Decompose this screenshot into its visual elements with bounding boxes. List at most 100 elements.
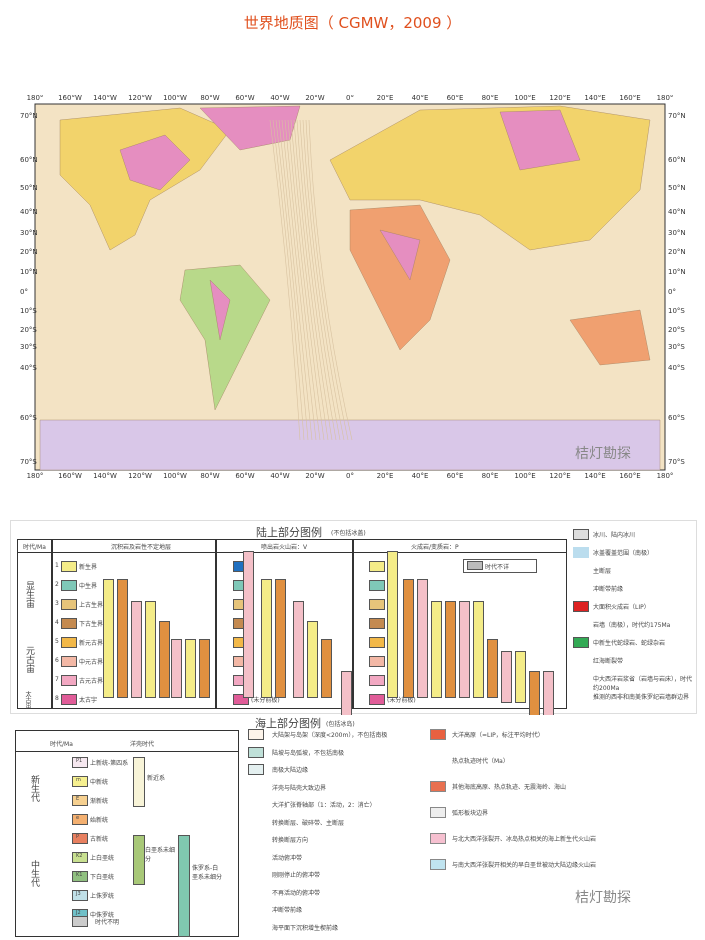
legend-symbol [430, 807, 446, 818]
lon-label: 160°E [619, 95, 640, 102]
lat-label: 40°N [668, 208, 686, 216]
legend-symbol [430, 833, 446, 844]
lon-label: 120°W [128, 95, 152, 102]
unit-label: 中生界 [79, 583, 98, 590]
lat-label: 30°S [668, 343, 685, 351]
era-label: 新生代 [29, 775, 39, 802]
legend-symbol [573, 583, 589, 594]
range-bar [131, 601, 142, 698]
unit-number: 8 [55, 695, 59, 702]
legend-item-label: 红海断裂带 [593, 658, 624, 665]
ridge-line [284, 119, 321, 441]
legend-item-label: 主断层 [593, 568, 612, 575]
unit-number: 4 [55, 619, 59, 626]
lon-label: 60°W [235, 95, 254, 102]
geologic-unit [119, 134, 191, 191]
lon-label: 40°E [412, 472, 429, 480]
lon-label: 180° [657, 472, 674, 480]
lon-label: 140°E [584, 472, 605, 480]
legend-item-label: 洋壳与陆壳大致边界 [272, 784, 327, 792]
watermark: 桔灯勘探 [575, 890, 631, 906]
legend-item-label: 中大西洋岩浆省（岩墙与岩床），时代约200Ma [593, 676, 693, 692]
unit-label: 新元古界 [79, 640, 104, 647]
ridge-line [275, 119, 309, 441]
lon-label: 80°W [200, 472, 219, 480]
geologic-unit [179, 264, 271, 411]
plut-header: 火成岩/变质岩：P [411, 544, 459, 551]
unit-code: K2 [76, 853, 83, 859]
legend-symbol [430, 729, 446, 740]
legend-item-label: 不再活动的俯冲带 [272, 889, 321, 897]
lon-label: 160°E [619, 472, 640, 480]
lat-label: 30°S [20, 343, 37, 351]
lon-label: 40°W [270, 95, 289, 102]
sea-legend: 海上部分图例 (包括冰岛) 时代/Ma 洋壳时代 新生代 中生代 P1 上新统-第… [10, 715, 695, 937]
plutonic-swatch [369, 618, 385, 629]
volcanic-swatch [233, 694, 249, 705]
lon-label: 60°E [447, 472, 464, 480]
ridge-line [308, 119, 353, 441]
unit-swatch [61, 637, 77, 648]
era-label: 中生代 [29, 860, 39, 887]
unit-label: 中侏罗统 [90, 912, 115, 919]
unit-code: K1 [76, 872, 83, 878]
legend-symbol [573, 637, 589, 648]
page-title: 世界地质图（ CGMW，2009 ） [243, 14, 462, 32]
unit-number: 3 [55, 600, 59, 607]
range-bar [275, 579, 286, 698]
lon-label: 180° [27, 472, 44, 480]
ridge-line [296, 119, 337, 441]
legend-item-label: 南极大陆边缘 [272, 767, 309, 774]
unit-number: 7 [55, 676, 59, 683]
legend-item-label: 中新生代蛇绿岩、蛇绿杂岩 [593, 640, 666, 647]
range-bar [307, 621, 318, 698]
lon-label: 20°E [377, 95, 394, 102]
unit-swatch [72, 776, 88, 787]
unit-label: 中新统 [90, 779, 109, 786]
legend-item-label: 冰盖覆盖范围（南极） [593, 550, 654, 557]
unit-label: 上白垩统 [90, 855, 115, 862]
age-header: 时代/Ma [50, 741, 73, 748]
lat-label: 0° [20, 288, 28, 296]
lon-label: 140°W [93, 472, 117, 480]
geologic-unit [379, 229, 421, 281]
legend-symbol [573, 529, 589, 540]
unit-label: 始新统 [90, 817, 109, 824]
lon-label: 100°W [163, 95, 187, 102]
legend-item-label: 推测的西非和南美侏罗纪岩墙群边界 [593, 694, 690, 701]
unit-swatch [61, 580, 77, 591]
lon-label: 160°W [58, 95, 82, 102]
legend-item-label: 转换断层、破碎带、主断层 [272, 819, 345, 827]
range-bar [117, 579, 128, 698]
geologic-unit [209, 279, 231, 341]
lon-label: 80°E [482, 95, 499, 102]
unknown-label: 时代不明 [95, 919, 120, 926]
lat-label: 10°N [668, 268, 686, 276]
geologic-world-map[interactable]: 180° 180° 160°W 160°W 140°W 140°W 120°W 120°W 10… [0, 95, 705, 485]
lat-label: 30°N [668, 229, 686, 237]
ridge-line [305, 119, 349, 441]
undivided-label: (未分前板) [251, 697, 280, 704]
lon-label: 100°E [514, 95, 535, 102]
legend-item-label: 海平面下沉积增生楔前缘 [272, 924, 339, 932]
legend-item-label: 大洋扩张脊轴部（1：活动，2：消亡） [272, 802, 376, 809]
lon-label: 120°W [128, 472, 152, 480]
legend-symbol [430, 755, 446, 766]
legend-item-label: 弧形板块边界 [452, 810, 489, 817]
range-bar [293, 601, 304, 698]
lon-label: 100°E [514, 472, 535, 480]
legend-symbol [248, 921, 264, 933]
legend-symbol [573, 673, 589, 684]
range-bar [473, 601, 484, 698]
lon-label: 120°E [549, 472, 570, 480]
lat-label: 60°S [20, 414, 37, 422]
legend-symbol [248, 799, 264, 810]
legend-symbol [573, 601, 589, 612]
lat-label: 10°S [20, 307, 37, 315]
unit-swatch [72, 795, 88, 806]
lon-label: 40°E [412, 95, 429, 102]
lon-label: 100°W [163, 472, 187, 480]
plutonic-swatch [369, 637, 385, 648]
unit-swatch [72, 852, 88, 863]
geologic-unit [39, 419, 661, 471]
